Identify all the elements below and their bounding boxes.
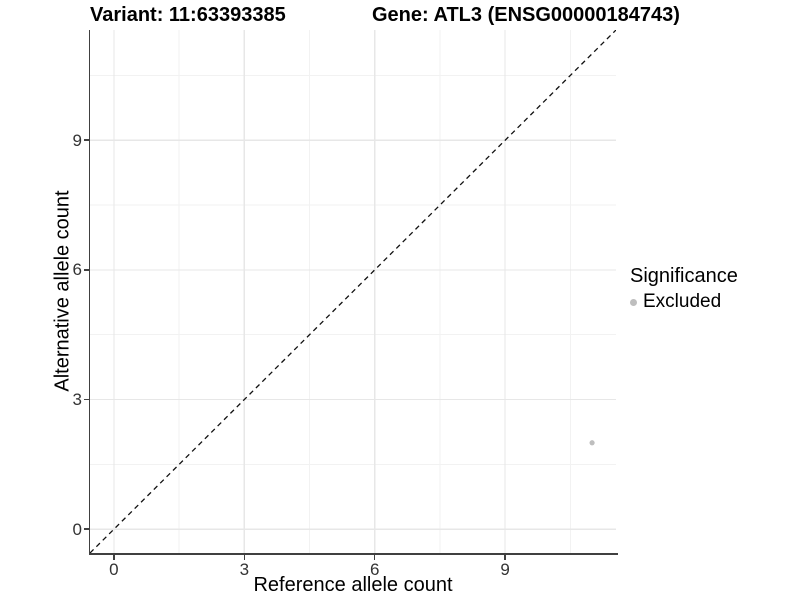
y-tick-label: 9 bbox=[72, 130, 82, 150]
x-axis-line bbox=[88, 553, 618, 555]
x-tick-label: 0 bbox=[109, 560, 119, 579]
x-tick-mark bbox=[504, 554, 506, 560]
x-tick-mark bbox=[243, 554, 246, 560]
x-tick-label: 3 bbox=[239, 560, 250, 579]
x-tick-label: 6 bbox=[370, 560, 380, 579]
x-axis-title: Reference allele count bbox=[253, 574, 453, 596]
identity-line bbox=[89, 29, 617, 554]
chart-canvas bbox=[89, 29, 617, 554]
y-tick-mark bbox=[83, 528, 89, 530]
x-tick-mark bbox=[113, 554, 115, 560]
y-tick-label: 6 bbox=[72, 260, 82, 280]
y-tick-mark bbox=[83, 269, 89, 271]
y-tick-label: 0 bbox=[72, 519, 82, 539]
y-axis-line bbox=[88, 30, 90, 555]
y-axis-title: Alternative allele count bbox=[51, 190, 74, 392]
y-tick-label: 3 bbox=[72, 390, 82, 410]
legend-title: Significance bbox=[630, 265, 738, 287]
legend: Significance Excluded bbox=[630, 264, 738, 313]
legend-entry-excluded: Excluded bbox=[630, 291, 738, 313]
x-tick-mark bbox=[373, 554, 376, 560]
legend-marker-icon bbox=[630, 298, 637, 306]
plot-title-variant: Variant: 11:63393385 bbox=[90, 4, 286, 26]
y-tick-mark bbox=[83, 398, 89, 401]
data-point bbox=[589, 440, 595, 446]
legend-entry-label: Excluded bbox=[643, 291, 722, 312]
plot-title-gene: Gene: ATL3 (ENSG00000184743) bbox=[372, 4, 680, 26]
x-tick-label: 9 bbox=[500, 560, 510, 579]
plot-panel bbox=[89, 29, 617, 554]
y-tick-mark bbox=[83, 139, 89, 141]
